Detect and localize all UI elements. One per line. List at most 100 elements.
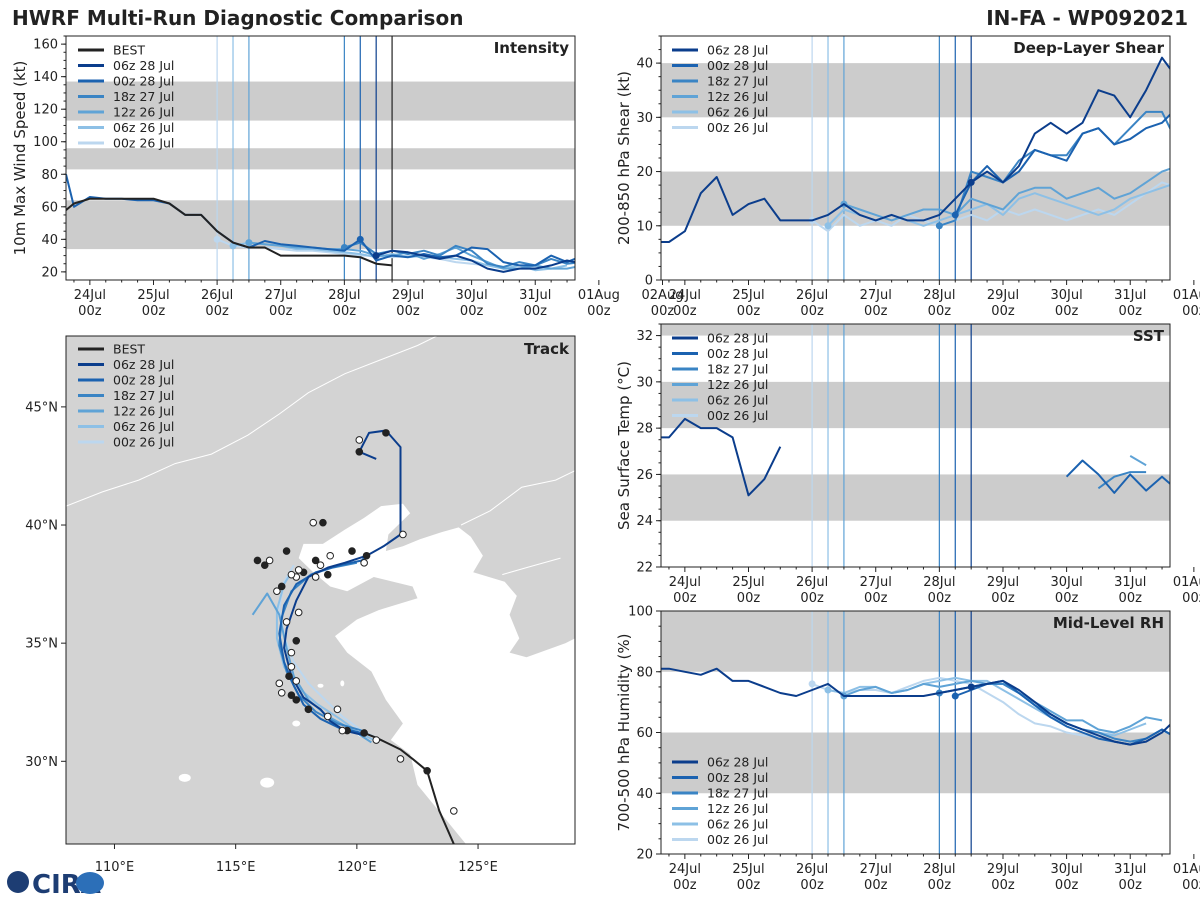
track-lake xyxy=(292,720,301,727)
shear-legend-label: 00z 26 Jul xyxy=(707,120,768,135)
track-lake xyxy=(317,683,324,688)
rh-legend-label: 00z 26 Jul xyxy=(707,832,768,847)
shear-ytick-label: 30 xyxy=(636,111,653,126)
track-position-marker xyxy=(323,712,332,721)
intensity-xtick-label: 27Jul xyxy=(265,288,297,303)
sst-ytick-label: 28 xyxy=(636,422,653,437)
intensity-xtick-sublabel: 00z xyxy=(333,304,357,319)
intensity-ytick-label: 120 xyxy=(33,103,58,118)
intensity-xtick-label: 31Jul xyxy=(519,288,551,303)
rh-xtick-sublabel: 00z xyxy=(737,878,761,893)
sst-series-06z-28-jul xyxy=(661,417,782,497)
intensity-xtick-sublabel: 00z xyxy=(524,304,548,319)
track-position-marker xyxy=(275,679,284,688)
track-position-marker xyxy=(423,766,431,775)
shear-legend-label: 00z 28 Jul xyxy=(707,58,768,73)
shear-xtick-label: 26Jul xyxy=(796,288,828,303)
track-legend-label: 12z 26 Jul xyxy=(113,404,174,419)
rh-series-12z-26-jul xyxy=(843,679,1163,734)
track-position-marker xyxy=(292,637,301,645)
track-border-korea xyxy=(460,470,575,526)
track-ocean xyxy=(298,503,575,844)
sst-title: SST xyxy=(1133,327,1165,345)
track-ytick-label: 30°N xyxy=(25,755,58,770)
shear-xtick-label: 28Jul xyxy=(923,288,955,303)
logo-globe-icon xyxy=(7,871,29,893)
sst-legend-label: 06z 26 Jul xyxy=(707,393,768,408)
sst-ytick-label: 22 xyxy=(636,561,653,576)
track-frame xyxy=(65,335,576,845)
intensity-xtick-label: 02Aug xyxy=(642,288,684,303)
sst-band xyxy=(661,324,1170,336)
intensity-legend-label: 00z 26 Jul xyxy=(113,136,174,151)
rh-ylabel: 700-500 hPa Humidity (%) xyxy=(615,633,633,831)
sst-legend-label: 12z 26 Jul xyxy=(707,377,768,392)
track-ytick-label: 45°N xyxy=(25,400,58,415)
intensity-ytick-label: 60 xyxy=(41,200,58,215)
intensity-legend-label: 12z 26 Jul xyxy=(113,105,174,120)
rh-band xyxy=(661,611,1170,672)
intensity-legend-label: 18z 27 Jul xyxy=(113,89,174,104)
rh-xtick-sublabel: 00z xyxy=(1055,878,1079,893)
shear-xtick-sublabel: 00z xyxy=(800,304,824,319)
track-position-marker xyxy=(287,648,296,657)
rh-xtick-sublabel: 00z xyxy=(928,878,952,893)
cira-logo: CIRA xyxy=(7,870,104,900)
sst-xtick-label: 27Jul xyxy=(860,575,892,590)
rh-xtick-label: 25Jul xyxy=(732,862,764,877)
track-position-marker xyxy=(287,691,296,699)
sst-xtick-label: 30Jul xyxy=(1050,575,1082,590)
rh-title: Mid-Level RH xyxy=(1053,614,1164,632)
intensity-legend-label: 00z 28 Jul xyxy=(113,74,174,89)
intensity-series-06z-28-jul xyxy=(375,249,575,273)
rh-init-marker xyxy=(824,686,832,694)
track-position-marker xyxy=(396,755,405,763)
rh-ytick-label: 80 xyxy=(636,665,653,680)
sst-series-group xyxy=(661,417,1170,497)
intensity-init-marker xyxy=(245,239,253,247)
rh-series-18z-27-jul xyxy=(939,682,1170,743)
intensity-ytick-label: 80 xyxy=(41,168,58,183)
shear-init-marker xyxy=(824,222,832,230)
intensity-xtick-label: 24Jul xyxy=(74,288,106,303)
track-panel: 110°E 115°E 120°E 125°E 30°N 35°N 40°N 45°N Trac… xyxy=(25,335,576,875)
intensity-title: Intensity xyxy=(494,39,570,57)
shear-xtick-label: 27Jul xyxy=(860,288,892,303)
track-border xyxy=(66,336,438,507)
rh-series-group xyxy=(661,667,1170,746)
sst-xtick-label: 31Jul xyxy=(1114,575,1146,590)
sst-xtick-label: 28Jul xyxy=(923,575,955,590)
shear-series-06z-28-jul xyxy=(661,56,1170,243)
shear-panel: 01020304024Jul00z25Jul00z26Jul00z27Jul00… xyxy=(615,35,1200,319)
track-ytick-label: 35°N xyxy=(25,637,58,652)
shear-xtick-label: 24Jul xyxy=(669,288,701,303)
rh-xtick-label: 24Jul xyxy=(669,862,701,877)
track-position-marker xyxy=(287,662,296,671)
track-border-dmz xyxy=(502,557,561,576)
shear-legend-label: 12z 26 Jul xyxy=(707,89,768,104)
intensity-series-best xyxy=(66,197,393,267)
track-position-marker xyxy=(304,705,313,714)
track-position-marker xyxy=(399,530,407,539)
shear-series-12z-26-jul xyxy=(843,167,1170,222)
intensity-xtick-label: 28Jul xyxy=(328,288,360,303)
shear-ytick-label: 10 xyxy=(636,219,653,234)
sst-legend-label: 18z 27 Jul xyxy=(707,362,768,377)
intensity-ytick-label: 100 xyxy=(33,135,58,150)
shear-xtick-sublabel: 00z xyxy=(991,304,1015,319)
intensity-series-group xyxy=(66,174,575,273)
shear-init-marker xyxy=(951,211,959,219)
track-xtick-label: 115°E xyxy=(216,860,256,875)
track-position-marker xyxy=(338,726,347,735)
intensity-xtick-label: 26Jul xyxy=(201,288,233,303)
intensity-init-marker xyxy=(372,252,380,260)
rh-xtick-label: 30Jul xyxy=(1050,862,1082,877)
track-position-marker xyxy=(265,556,274,565)
shear-band xyxy=(661,63,1170,118)
rh-ytick-label: 60 xyxy=(636,726,653,741)
intensity-panel: 2040608010012014016024Jul00z25Jul00z26Ju… xyxy=(11,35,684,319)
track-position-marker xyxy=(450,807,458,815)
sst-series-00z-28-jul xyxy=(1065,459,1170,494)
shear-xtick-sublabel: 00z xyxy=(1119,304,1143,319)
shear-xtick-label: 29Jul xyxy=(987,288,1019,303)
